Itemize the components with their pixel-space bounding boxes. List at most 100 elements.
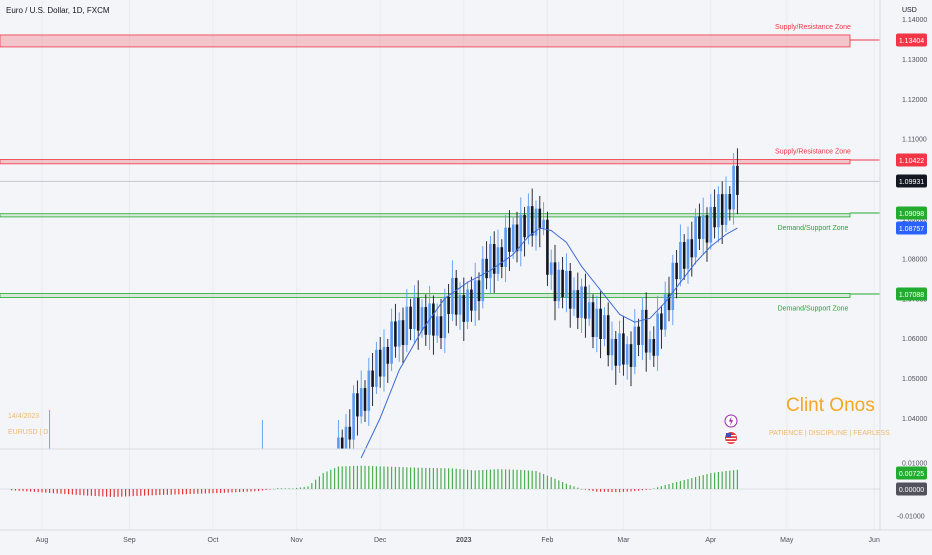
oscillator-badge — [896, 482, 927, 496]
oscillator-bar — [634, 489, 636, 492]
oscillator-bar — [729, 470, 731, 489]
watermark-symbol: EURUSD | D — [8, 429, 48, 436]
candle-body — [625, 344, 629, 365]
oscillator-bar — [307, 486, 309, 489]
oscillator-bar — [197, 489, 199, 494]
oscillator-bar — [368, 465, 370, 489]
time-tick: Feb — [541, 537, 553, 544]
price-badge-label: 1.13404 — [899, 38, 924, 45]
lightning-event-icon[interactable] — [724, 414, 738, 428]
oscillator-bar — [231, 489, 233, 493]
oscillator-bar — [687, 479, 689, 489]
oscillator-bar — [721, 471, 723, 489]
oscillator-bar — [151, 489, 153, 496]
us-flag-event-icon[interactable] — [724, 431, 738, 445]
candle-body — [382, 346, 386, 377]
candle-body — [416, 297, 420, 331]
oscillator-bar — [717, 472, 719, 489]
candle-body — [561, 269, 564, 298]
candle-body — [694, 216, 697, 258]
time-tick: Aug — [36, 537, 49, 544]
oscillator-bar — [71, 489, 73, 495]
oscillator-bar — [657, 487, 659, 489]
oscillator-bar — [387, 466, 389, 489]
oscillator-bar — [482, 470, 484, 489]
candle-body — [675, 262, 678, 280]
oscillator-bar — [364, 465, 366, 489]
candle-body — [542, 219, 545, 229]
oscillator-bar — [60, 489, 62, 494]
price-badge — [896, 153, 927, 167]
oscillator-bar — [83, 489, 85, 496]
oscillator-bar — [630, 489, 632, 492]
candle-body — [489, 244, 492, 279]
candle-body — [337, 437, 340, 449]
oscillator-bar — [695, 477, 697, 489]
oscillator-bar — [383, 466, 385, 489]
oscillator-bar — [679, 481, 681, 489]
oscillator-bar — [11, 489, 13, 491]
candle-body — [732, 165, 735, 210]
oscillator-bar — [250, 489, 252, 492]
time-tick: 2023 — [456, 537, 472, 544]
candle-body — [496, 247, 500, 274]
price-badge — [896, 287, 927, 301]
candle-body — [698, 216, 701, 239]
candle-body — [504, 227, 507, 267]
author-tagline: PATIENCE | DISCIPLINE | FEARLESS — [769, 430, 890, 437]
oscillator-bar — [683, 480, 685, 489]
oscillator-bar — [33, 489, 35, 492]
candle-body — [340, 437, 344, 449]
oscillator-bar — [600, 489, 602, 492]
oscillator-bar — [296, 487, 298, 489]
oscillator-bar — [280, 488, 282, 489]
oscillator-bar — [577, 487, 579, 489]
oscillator-bar — [410, 467, 412, 489]
candle-body — [595, 308, 599, 338]
oscillator-bar — [330, 469, 332, 489]
oscillator-bar — [37, 489, 39, 493]
oscillator-bar — [322, 473, 324, 489]
candle-body — [599, 308, 602, 339]
oscillator-bar — [619, 489, 621, 493]
oscillator-bar — [467, 469, 469, 489]
zone-box — [0, 213, 851, 218]
oscillator-bar — [349, 466, 351, 489]
candle-body — [637, 326, 640, 345]
oscillator-bar — [242, 489, 244, 492]
oscillator-bar — [653, 488, 655, 490]
candle-body — [713, 206, 716, 228]
time-axis[interactable]: Aug Sep Oct Nov Dec 2023 Feb Mar Apr May Jun — [36, 537, 880, 544]
zone-box — [0, 293, 851, 298]
oscillator-bar — [421, 467, 423, 489]
time-tick: Jun — [869, 537, 880, 544]
oscillator-bar — [90, 489, 92, 496]
price-badge-label: 1.09098 — [899, 211, 924, 218]
candle-body — [508, 227, 511, 252]
zone-label: Supply/Resistance Zone — [775, 148, 851, 155]
oscillator-bar — [573, 486, 575, 489]
oscillator-bar — [440, 468, 442, 489]
oscillator-bar — [189, 489, 191, 495]
oscillator-axis[interactable]: 0.01000 -0.01000 — [897, 461, 927, 521]
candle-body — [485, 258, 488, 279]
oscillator-bar — [223, 489, 225, 493]
candle-body — [420, 307, 424, 331]
oscillator-bar — [98, 489, 100, 497]
candle-body — [466, 289, 469, 322]
candle-body — [591, 302, 595, 338]
oscillator-bar — [706, 474, 708, 489]
candle-body — [546, 219, 549, 275]
oscillator-bar — [216, 489, 218, 494]
oscillator-bar — [698, 476, 700, 489]
oscillator-bar — [87, 489, 89, 496]
currency-label[interactable]: USD — [902, 7, 917, 14]
oscillator-bar — [254, 489, 256, 492]
candle-body — [572, 290, 576, 309]
candle-body — [473, 280, 477, 311]
symbol-title[interactable]: Euro / U.S. Dollar, 1D, FXCM — [6, 6, 110, 15]
candle-body — [629, 344, 633, 367]
zone-label: Supply/Resistance Zone — [775, 24, 851, 31]
